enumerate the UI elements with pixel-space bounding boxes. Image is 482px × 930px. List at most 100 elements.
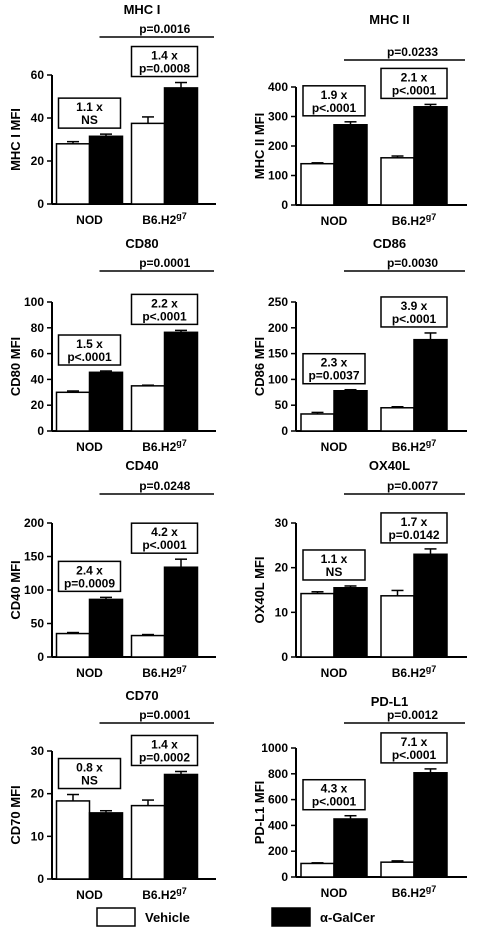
x-category-label: B6.H2g7 <box>392 884 437 900</box>
fold-change-label: 2.4 x <box>76 563 103 577</box>
chart-title: PD-L1 <box>371 694 409 709</box>
fold-annotation-box <box>380 512 448 544</box>
x-category-label-main: NOD <box>76 213 103 227</box>
legend: Vehicle α-GalCer <box>96 907 375 927</box>
y-tick-label: 1000 <box>261 741 288 755</box>
fold-annotation-box <box>130 45 199 78</box>
p-value-label: p<.0001 <box>392 312 437 326</box>
x-category-label-main: NOD <box>321 214 348 228</box>
y-tick-label: 20 <box>31 787 45 801</box>
y-tick-label: 50 <box>275 398 289 412</box>
bar-vehicle-nod <box>55 632 91 658</box>
x-category-label: B6.H2g7 <box>142 664 187 680</box>
fold-annotation-box <box>130 293 199 326</box>
y-tick-label: 150 <box>24 550 44 564</box>
y-tick-label: 30 <box>31 744 45 758</box>
bar-agalcer-nod <box>88 135 124 205</box>
fold-annotation-box <box>302 549 366 581</box>
fold-change-label: 1.1 x <box>76 100 103 114</box>
fold-annotation-box <box>302 352 366 385</box>
chart-title: CD70 <box>125 688 158 703</box>
bar-agalcer-nod <box>333 587 368 658</box>
fold-change-label: 1.4 x <box>151 49 178 63</box>
y-axis-label: MHC II MFI <box>252 113 267 179</box>
x-category-label: B6.H2g7 <box>142 438 187 454</box>
bar-vehicle-b6h2g7 <box>380 861 415 878</box>
fold-annotation-box <box>57 560 122 593</box>
fold-change-label: 1.5 x <box>76 337 103 351</box>
bar-agalcer-nod <box>333 124 368 206</box>
x-category-label: NOD <box>76 213 103 227</box>
bar-agalcer-b6h2g7 <box>413 553 448 658</box>
bar-vehicle-nod <box>55 143 91 205</box>
y-axis-label: CD80 MFI <box>8 337 23 396</box>
x-category-label: NOD <box>76 440 103 454</box>
bar-vehicle-nod <box>55 391 91 432</box>
x-category-label-main: B6.H2 <box>392 886 426 900</box>
y-tick-label: 40 <box>31 372 45 386</box>
y-tick-label: 800 <box>268 767 288 781</box>
y-tick-label: 30 <box>275 516 289 530</box>
y-tick-label: 200 <box>268 139 288 153</box>
bar-agalcer-nod <box>88 812 124 880</box>
x-category-label-sup: g7 <box>176 886 187 896</box>
chart-title: MHC I <box>124 2 161 17</box>
bar-agalcer-nod <box>333 390 368 432</box>
x-category-label-main: NOD <box>321 886 348 900</box>
y-tick-label: 0 <box>281 424 288 438</box>
x-category-label: NOD <box>76 888 103 902</box>
y-tick-label: 40 <box>31 111 45 125</box>
fold-change-label: 1.1 x <box>321 552 348 566</box>
comparison-p-value: p=0.0001 <box>139 708 190 722</box>
bar-vehicle-nod <box>300 413 335 432</box>
bar-vehicle-b6h2g7 <box>130 804 166 880</box>
y-tick-label: 400 <box>268 80 288 94</box>
fold-change-label: 2.2 x <box>151 296 178 310</box>
p-value-label: p=0.0037 <box>308 369 359 383</box>
p-value-label: p<.0001 <box>67 350 112 364</box>
bar-agalcer-b6h2g7 <box>163 87 199 205</box>
fold-change-label: 3.9 x <box>401 299 428 313</box>
x-category-label-main: B6.H2 <box>142 213 176 227</box>
fold-annotation-box <box>380 296 448 328</box>
p-value-label: p<.0001 <box>392 748 437 762</box>
comparison-p-value: p=0.0012 <box>387 708 438 722</box>
y-tick-label: 300 <box>268 110 288 124</box>
fold-change-label: 2.3 x <box>321 356 348 370</box>
y-tick-label: 50 <box>31 617 45 631</box>
x-category-label: NOD <box>321 440 348 454</box>
x-category-label: B6.H2g7 <box>392 664 437 680</box>
chart-panel-cd40: CD40 CD40 MFI 0 50 100 150 200 NOD 2.4 xp=0.0009… <box>8 458 216 680</box>
x-category-label-main: NOD <box>76 888 103 902</box>
fold-annotation-box <box>380 67 448 100</box>
y-tick-label: 0 <box>37 197 44 211</box>
fold-annotation-box <box>130 522 199 554</box>
fold-annotation-box <box>302 778 366 811</box>
y-tick-label: 0 <box>37 424 44 438</box>
bar-agalcer-b6h2g7 <box>413 106 448 206</box>
p-value-label: p<.0001 <box>142 538 187 552</box>
x-category-label: B6.H2g7 <box>392 212 437 228</box>
legend-swatch-agalcer <box>271 907 311 927</box>
legend-label: Vehicle <box>145 910 190 925</box>
y-tick-label: 100 <box>24 295 44 309</box>
bar-vehicle-nod <box>55 800 91 880</box>
y-tick-label: 60 <box>31 68 45 82</box>
x-category-label-sup: g7 <box>176 211 187 221</box>
chart-panel-ox40l: OX40L OX40L MFI 0 10 20 30 NOD 1.1 xNS B6.H2g7 1.… <box>252 458 467 680</box>
fold-annotation-box <box>57 97 122 129</box>
x-category-label: NOD <box>321 886 348 900</box>
comparison-p-value: p=0.0030 <box>387 256 438 270</box>
legend-swatch-vehicle <box>96 907 136 927</box>
bar-agalcer-b6h2g7 <box>163 773 199 880</box>
y-tick-label: 0 <box>281 870 288 884</box>
y-tick-label: 100 <box>268 169 288 183</box>
y-tick-label: 10 <box>275 605 289 619</box>
y-tick-label: 80 <box>31 321 45 335</box>
x-category-label: NOD <box>321 214 348 228</box>
bar-agalcer-nod <box>333 818 368 878</box>
x-category-label-sup: g7 <box>426 438 437 448</box>
bar-agalcer-b6h2g7 <box>163 566 199 658</box>
